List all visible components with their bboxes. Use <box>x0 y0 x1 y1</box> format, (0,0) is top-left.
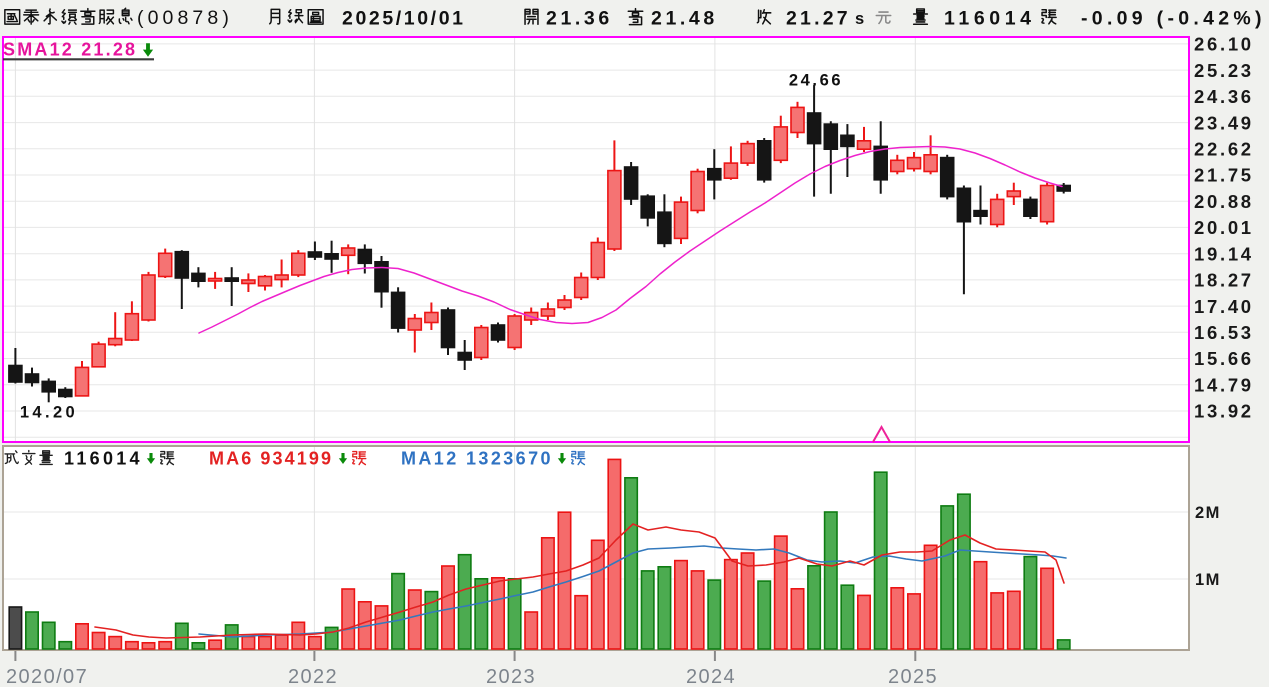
svg-text:24.36: 24.36 <box>1194 86 1254 107</box>
svg-text:21.27: 21.27 <box>786 8 851 30</box>
svg-text:MA6 934199: MA6 934199 <box>209 449 333 469</box>
svg-text:22.62: 22.62 <box>1194 139 1254 160</box>
svg-text:15.66: 15.66 <box>1194 348 1254 369</box>
svg-text:2022: 2022 <box>288 666 338 687</box>
svg-text:2020/07: 2020/07 <box>6 666 88 687</box>
svg-text:13.92: 13.92 <box>1194 401 1254 422</box>
svg-text:116014: 116014 <box>944 8 1036 30</box>
svg-text:20.88: 20.88 <box>1194 191 1254 212</box>
svg-text:21.36: 21.36 <box>546 8 613 30</box>
svg-text:24.66: 24.66 <box>789 72 843 90</box>
svg-text:SMA12 21.28: SMA12 21.28 <box>3 40 137 60</box>
svg-text:18.27: 18.27 <box>1194 270 1254 291</box>
svg-text:2025/10/01: 2025/10/01 <box>342 8 466 30</box>
svg-text:2M: 2M <box>1195 504 1221 522</box>
svg-text:(00878): (00878) <box>137 7 233 29</box>
svg-text:20.01: 20.01 <box>1194 217 1254 238</box>
svg-text:26.10: 26.10 <box>1194 34 1254 55</box>
svg-text:14.79: 14.79 <box>1194 375 1254 396</box>
svg-text:21.48: 21.48 <box>651 8 718 30</box>
svg-text:-0.09 (-0.42%): -0.09 (-0.42%) <box>1081 8 1266 30</box>
svg-text:16.53: 16.53 <box>1194 322 1254 343</box>
svg-text:2025: 2025 <box>888 666 938 687</box>
svg-text:23.49: 23.49 <box>1194 112 1254 133</box>
svg-text:21.75: 21.75 <box>1194 165 1254 186</box>
svg-text:2023: 2023 <box>486 666 536 687</box>
svg-text:14.20: 14.20 <box>20 404 78 422</box>
svg-text:1M: 1M <box>1195 571 1221 589</box>
svg-text:s: s <box>855 10 864 28</box>
svg-text:MA12 1323670: MA12 1323670 <box>401 449 553 469</box>
svg-text:19.14: 19.14 <box>1194 243 1254 264</box>
svg-text:116014: 116014 <box>64 449 143 469</box>
svg-text:2024: 2024 <box>686 666 736 687</box>
svg-text:17.40: 17.40 <box>1194 296 1254 317</box>
svg-text:25.23: 25.23 <box>1194 60 1254 81</box>
